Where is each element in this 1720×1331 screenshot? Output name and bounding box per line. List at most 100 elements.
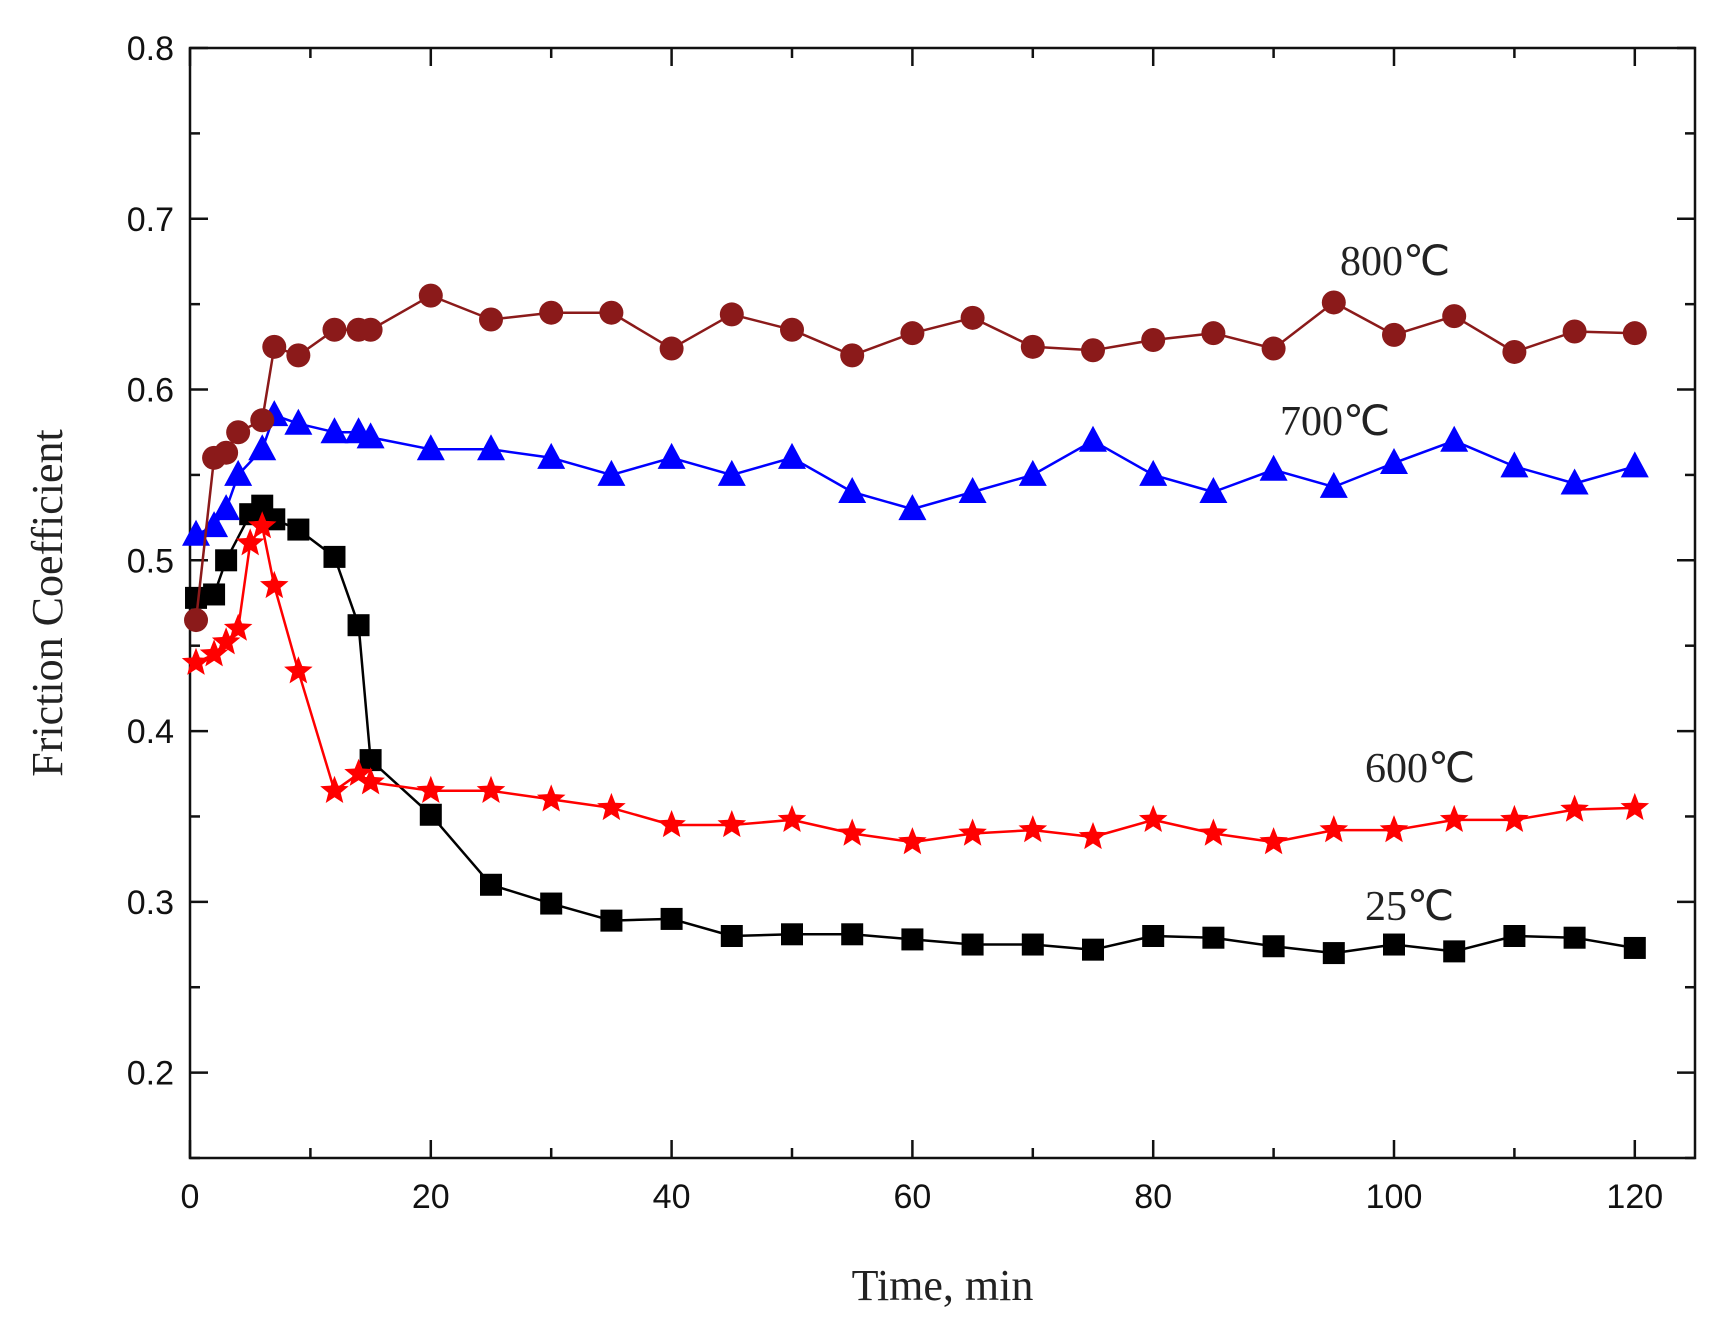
series-700c-marker bbox=[1560, 468, 1589, 495]
series-label: 700℃ bbox=[1280, 399, 1390, 445]
y-axis-title: Friction Coefficient bbox=[23, 429, 72, 776]
series-800c-marker bbox=[262, 334, 287, 359]
x-axis-title: Time, min bbox=[852, 1261, 1034, 1310]
y-tick-label: 0.5 bbox=[127, 542, 174, 580]
series-600c-marker bbox=[1560, 794, 1589, 822]
series-800c-marker bbox=[358, 317, 383, 342]
series-700c-marker bbox=[284, 408, 313, 435]
series-25c-marker bbox=[1322, 942, 1345, 965]
series-800c-marker bbox=[214, 440, 239, 465]
series-600c-marker bbox=[181, 647, 211, 675]
series-600c-marker bbox=[657, 810, 686, 838]
series-600c-marker bbox=[344, 758, 373, 786]
series-800c bbox=[184, 283, 1647, 633]
series-700c-marker bbox=[958, 477, 987, 503]
series-800c-marker bbox=[1442, 304, 1467, 329]
series-800c-marker bbox=[418, 283, 443, 308]
series-25c-marker bbox=[1383, 933, 1405, 956]
series-700c-marker bbox=[838, 477, 867, 503]
series-25c-marker bbox=[347, 614, 370, 637]
series-25c-marker bbox=[1503, 925, 1526, 947]
series-700c-marker bbox=[477, 434, 505, 461]
series-600c-marker bbox=[211, 627, 241, 655]
series-800c-marker bbox=[286, 343, 311, 368]
series-600c-marker bbox=[898, 827, 927, 855]
series-700c-marker bbox=[1500, 451, 1529, 478]
series-25c-marker bbox=[419, 803, 442, 826]
series-25c-marker bbox=[359, 749, 382, 772]
series-700c-marker bbox=[356, 422, 385, 449]
series-600c-marker bbox=[1078, 822, 1108, 850]
series-800c-marker bbox=[1081, 338, 1105, 363]
series-layer bbox=[181, 283, 1650, 965]
series-700c-marker bbox=[1018, 459, 1047, 486]
series-25c-marker bbox=[185, 586, 208, 609]
series-25c-marker bbox=[1082, 938, 1104, 961]
y-tick-label: 0.6 bbox=[127, 372, 174, 410]
x-tick-label: 60 bbox=[893, 1178, 931, 1216]
series-25c-marker bbox=[323, 545, 346, 568]
series-700c-marker bbox=[1139, 459, 1168, 486]
series-600c-marker bbox=[199, 639, 229, 667]
series-800c-marker bbox=[1141, 328, 1166, 353]
series-800c-marker bbox=[1020, 334, 1045, 359]
x-tick-label: 120 bbox=[1606, 1178, 1663, 1216]
series-700c-marker bbox=[248, 434, 277, 461]
series-25c-marker bbox=[203, 583, 226, 606]
series-800c-marker bbox=[1502, 339, 1527, 364]
series-600c-marker bbox=[536, 784, 566, 812]
series-25c bbox=[185, 494, 1646, 965]
series-25c-marker bbox=[1563, 926, 1586, 949]
series-800c-marker bbox=[184, 608, 209, 633]
series-600c-line bbox=[195, 524, 1635, 844]
series-800c-marker bbox=[1382, 322, 1406, 347]
y-tick-label: 0.2 bbox=[127, 1055, 174, 1093]
series-25c-marker bbox=[600, 909, 623, 932]
series-700c-marker bbox=[1440, 425, 1469, 452]
series-800c-marker bbox=[900, 321, 925, 346]
x-tick-label: 20 bbox=[412, 1178, 450, 1216]
series-25c-marker bbox=[1142, 925, 1165, 947]
series-800c-marker bbox=[659, 336, 684, 361]
series-700c-marker bbox=[1380, 447, 1408, 474]
series-800c-marker bbox=[960, 305, 985, 330]
x-tick-label: 0 bbox=[181, 1178, 200, 1216]
series-25c-marker bbox=[1623, 936, 1646, 959]
series-25c-marker bbox=[1021, 933, 1044, 956]
labels-layer: Time, min Friction Coefficient 25℃ 600℃ 70… bbox=[23, 239, 1475, 1310]
series-600c-marker bbox=[235, 528, 265, 556]
series-600c-marker bbox=[476, 775, 506, 803]
series-25c-marker bbox=[1262, 935, 1285, 958]
series-600c-marker bbox=[223, 613, 253, 641]
series-700c-marker bbox=[657, 442, 686, 469]
series-600c-marker bbox=[777, 804, 807, 832]
y-tick-label: 0.4 bbox=[127, 713, 174, 751]
series-label: 25℃ bbox=[1365, 884, 1454, 930]
series-800c-marker bbox=[539, 300, 564, 325]
series-label: 600℃ bbox=[1365, 746, 1475, 792]
series-700c-marker bbox=[320, 417, 349, 444]
series-25c-marker bbox=[660, 907, 683, 930]
series-700c-marker bbox=[416, 434, 445, 461]
series-700c-marker bbox=[597, 459, 626, 486]
series-25c-marker bbox=[1202, 926, 1225, 949]
series-600c-marker bbox=[1259, 827, 1288, 855]
series-800c-marker bbox=[1201, 321, 1226, 346]
series-25c-marker bbox=[841, 923, 864, 946]
series-label: 800℃ bbox=[1340, 239, 1450, 285]
series-25c-marker bbox=[961, 933, 984, 956]
y-tick-label: 0.7 bbox=[127, 201, 174, 239]
series-25c-marker bbox=[901, 928, 924, 951]
series-600c-marker bbox=[320, 775, 349, 803]
series-600c-marker bbox=[1138, 804, 1168, 832]
x-tick-label: 40 bbox=[653, 1178, 691, 1216]
series-600c-marker bbox=[1199, 818, 1228, 846]
series-25c-marker bbox=[480, 873, 502, 896]
series-800c-marker bbox=[479, 307, 503, 332]
series-600c-marker bbox=[1439, 804, 1469, 832]
series-700c-marker bbox=[182, 519, 211, 546]
series-700c-marker bbox=[224, 459, 253, 486]
x-tick-label: 100 bbox=[1366, 1178, 1423, 1216]
